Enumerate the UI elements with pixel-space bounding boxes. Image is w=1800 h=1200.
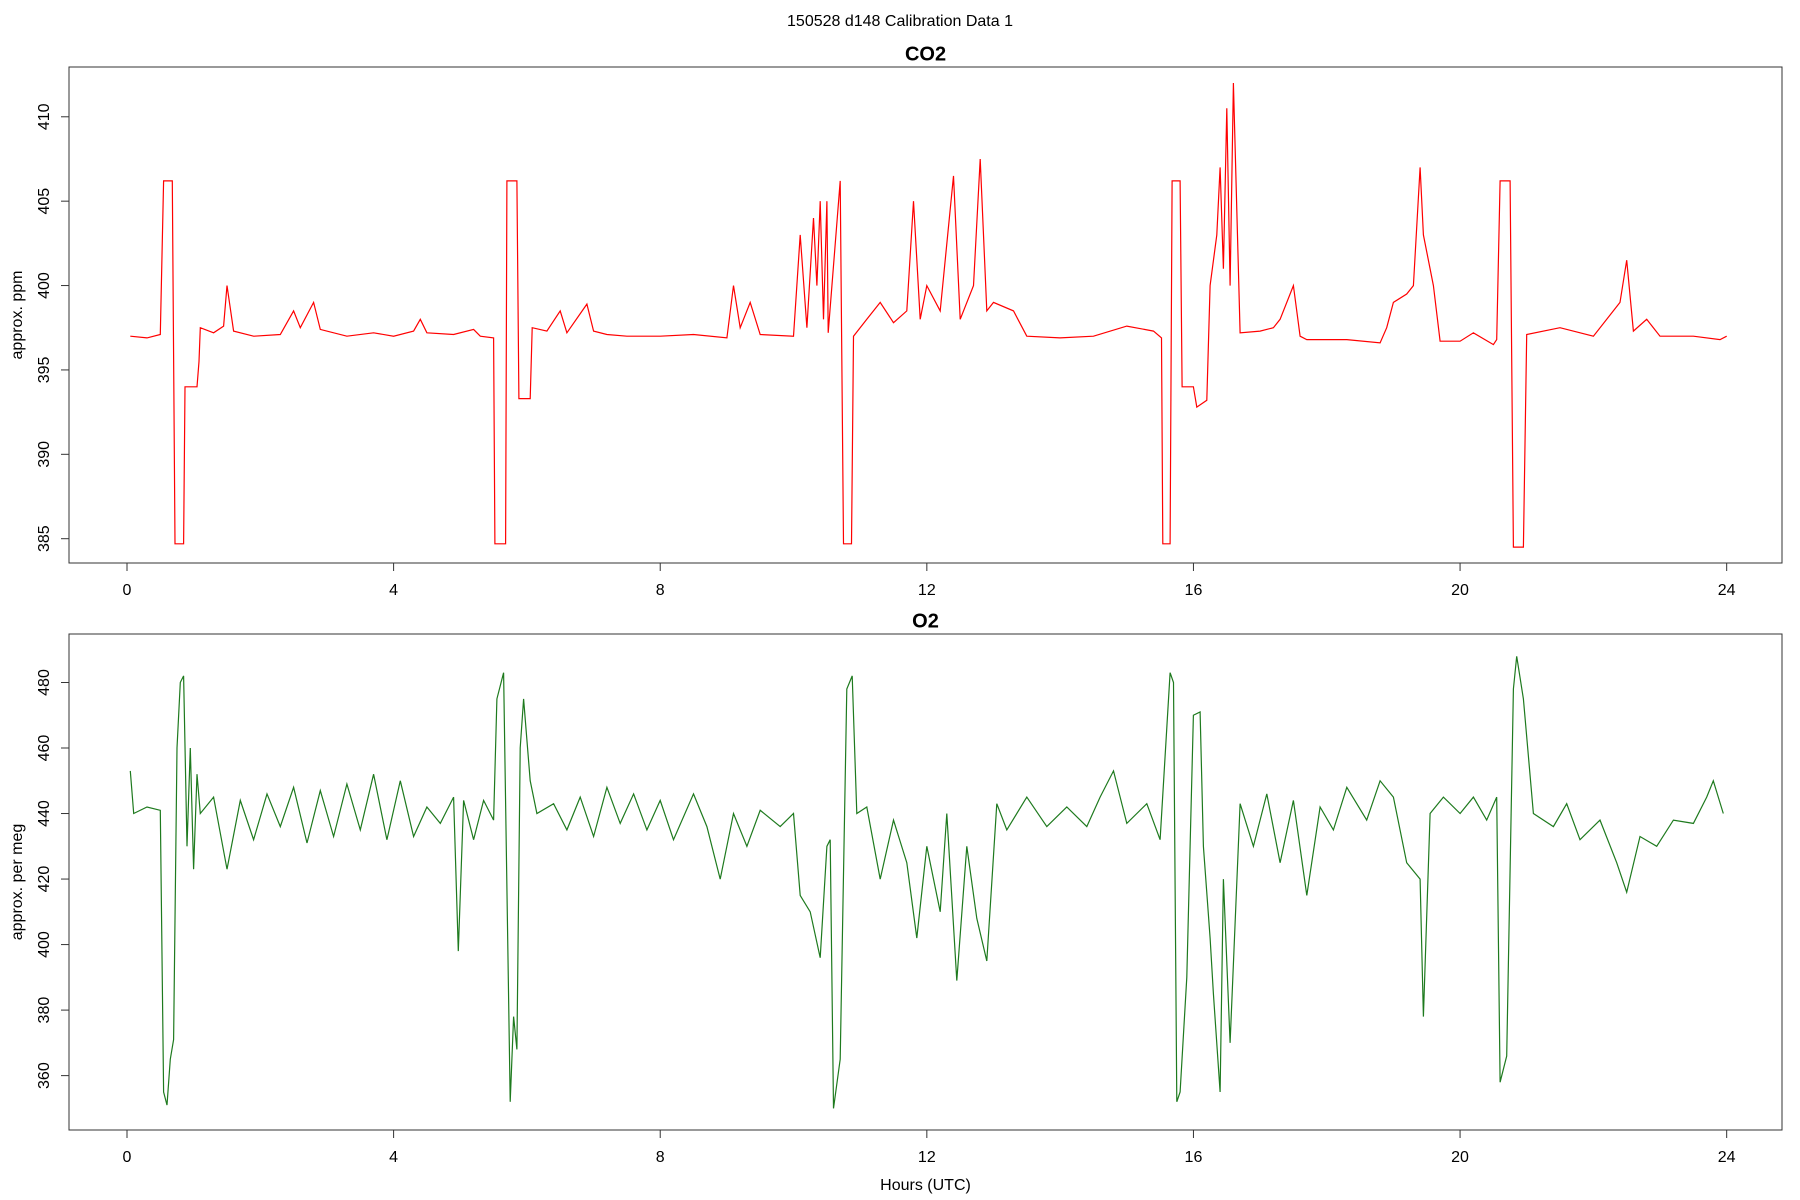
- x-tick-label: 12: [918, 582, 936, 599]
- data-line: [130, 82, 1727, 548]
- y-tick-label: 420: [36, 866, 53, 893]
- x-tick-label: 24: [1718, 1149, 1736, 1166]
- x-tick-label: 0: [123, 1149, 132, 1166]
- panel-title: CO2: [905, 43, 946, 65]
- x-tick-label: 24: [1718, 582, 1736, 599]
- y-axis-title: approx. per meg: [9, 824, 26, 941]
- x-tick-label: 8: [656, 1149, 665, 1166]
- y-tick-label: 395: [36, 356, 53, 383]
- x-tick-label: 12: [918, 1149, 936, 1166]
- page-title: 150528 d148 Calibration Data 1: [787, 13, 1013, 30]
- x-tick-label: 16: [1185, 1149, 1203, 1166]
- y-tick-label: 405: [36, 188, 53, 215]
- data-line: [129, 656, 1724, 1109]
- y-tick-label: 440: [36, 800, 53, 827]
- x-tick-label: 8: [656, 582, 665, 599]
- panel-title: O2: [912, 610, 939, 632]
- y-tick-label: 400: [36, 272, 53, 299]
- y-tick-label: 360: [36, 1062, 53, 1089]
- plot-frame: [68, 633, 1783, 1131]
- x-tick-label: 16: [1185, 582, 1203, 599]
- x-axis-title: Hours (UTC): [880, 1177, 971, 1194]
- y-tick-label: 380: [36, 997, 53, 1024]
- x-tick-label: 0: [123, 582, 132, 599]
- x-tick-label: 4: [389, 1149, 398, 1166]
- y-axis-title: approx. ppm: [9, 271, 26, 360]
- y-tick-label: 480: [36, 669, 53, 696]
- y-tick-label: 460: [36, 735, 53, 762]
- x-tick-label: 20: [1451, 582, 1469, 599]
- plot-frame: [68, 66, 1783, 564]
- x-tick-label: 20: [1451, 1149, 1469, 1166]
- x-tick-label: 4: [389, 582, 398, 599]
- y-tick-label: 400: [36, 931, 53, 958]
- y-tick-label: 390: [36, 441, 53, 468]
- y-tick-label: 410: [36, 103, 53, 130]
- y-tick-label: 385: [36, 525, 53, 552]
